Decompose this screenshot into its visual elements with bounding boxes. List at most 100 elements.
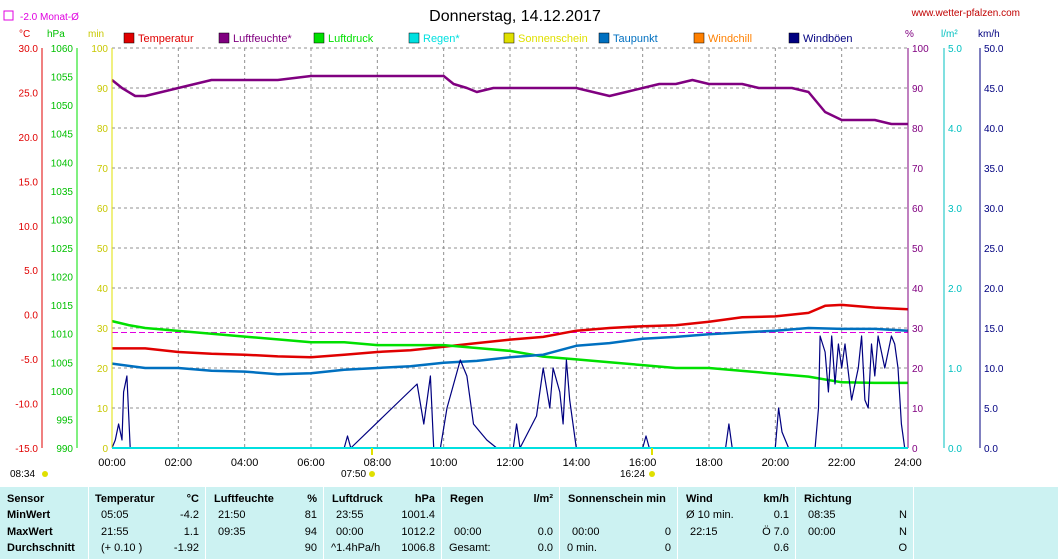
legend-label-0: Temperatur	[138, 33, 194, 45]
sun-tick-label: 100	[91, 44, 108, 55]
pressure-tick-label: 1010	[51, 330, 74, 341]
temp-tick-label: 5.0	[24, 266, 38, 277]
rain-tick-label: 2.0	[948, 284, 962, 295]
wind-day-avg-value: 0.6	[773, 542, 789, 554]
richtung-avg-value: O	[898, 542, 907, 554]
temp-tick-label: 10.0	[19, 222, 39, 233]
pressure-tick-label: 1015	[51, 301, 74, 312]
pressure-tick-label: 990	[56, 444, 73, 455]
sonnenschein-max-time: 00:00	[572, 526, 600, 538]
wind-tick-label: 25.0	[984, 244, 1004, 255]
temp-tick-label: -15.0	[15, 444, 38, 455]
humidity-tick-label: 30	[912, 324, 924, 335]
sun-tick-label: 30	[97, 324, 109, 335]
col-temperatur: Temperatur °C 05:05 -4.2 21:55 1.1 (+ 0.…	[88, 487, 205, 559]
temperatur-max-value: 1.1	[183, 526, 199, 538]
sunset-icon	[649, 471, 655, 477]
regen-total-label: Gesamt:	[449, 542, 491, 554]
series-taupunkt	[111, 326, 909, 376]
x-tick-label: 24:00	[894, 457, 922, 469]
temp-unit-label: °C	[19, 29, 30, 40]
wind-tick-label: 5.0	[984, 404, 998, 415]
col-sensor: Sensor MinWert MaxWert Durchschnitt	[0, 487, 88, 559]
month-avg-marker	[3, 10, 14, 21]
temperatur-avg-value: -1.92	[173, 542, 199, 554]
legend-swatch-6	[693, 32, 705, 44]
legend: Temperatur Luftfeuchte* Luftdruck Regen* Son…	[123, 32, 853, 45]
luftfeuchte-header: Luftfeuchte	[214, 493, 274, 505]
col-empty	[913, 487, 1058, 559]
regen-total-value: 0.0	[537, 542, 553, 554]
weather-chart: Donnerstag, 14.12.2017 www.wetter-pfalze…	[3, 8, 1020, 480]
temperatur-trend: (+ 0.10 )	[101, 542, 143, 554]
regen-header: Regen	[450, 493, 484, 505]
luftfeuchte-max-time: 09:35	[218, 526, 246, 538]
pressure-tick-label: 995	[56, 415, 73, 426]
sunrise-label: 07:50	[341, 469, 366, 480]
richtung-min-time: 08:35	[808, 509, 836, 521]
temp-tick-label: -10.0	[15, 400, 38, 411]
wind-tick-label: 20.0	[984, 284, 1004, 295]
sun-tick-label: 10	[97, 404, 109, 415]
pressure-tick-label: 1025	[51, 244, 74, 255]
sun-tick-label: 50	[97, 244, 109, 255]
luftdruck-avg-value: 1006.8	[401, 542, 435, 554]
humidity-tick-label: 0	[912, 444, 918, 455]
row-label-avg: Durchschnitt	[7, 542, 75, 554]
regen-max-time: 00:00	[454, 526, 482, 538]
humidity-tick-label: 100	[912, 44, 929, 55]
wind-tick-label: 50.0	[984, 44, 1004, 55]
luftdruck-min-time: 23:55	[336, 509, 364, 521]
legend-label-7: Windböen	[803, 33, 853, 45]
pressure-tick-label: 1000	[51, 387, 74, 398]
pressure-tick-label: 1030	[51, 215, 74, 226]
rain-tick-label: 4.0	[948, 124, 962, 135]
richtung-min-value: N	[899, 509, 907, 521]
sensor-header: Sensor	[7, 493, 45, 505]
sonnenschein-max-value: 0	[664, 526, 671, 538]
wind-tick-label: 30.0	[984, 204, 1004, 215]
humidity-tick-label: 70	[912, 164, 924, 175]
wind-avg-label: Ø 10 min.	[686, 509, 734, 521]
humidity-tick-label: 50	[912, 244, 924, 255]
row-label-min: MinWert	[7, 509, 51, 521]
x-tick-label: 04:00	[231, 457, 259, 469]
wind-tick-label: 45.0	[984, 84, 1004, 95]
pressure-unit-label: hPa	[47, 29, 65, 40]
website-label: www.wetter-pfalzen.com	[911, 8, 1020, 19]
regen-max-value: 0.0	[537, 526, 553, 538]
series-luftdruck	[111, 319, 908, 385]
x-tick-label: 20:00	[762, 457, 790, 469]
legend-label-3: Regen*	[423, 33, 460, 45]
temperatur-min-time: 05:05	[101, 509, 129, 521]
pressure-tick-label: 1045	[51, 130, 74, 141]
richtung-max-value: N	[899, 526, 907, 538]
legend-label-6: Windchill	[708, 33, 752, 45]
x-tick-label: 10:00	[430, 457, 458, 469]
luftfeuchte-min-time: 21:50	[218, 509, 246, 521]
humidity-tick-label: 60	[912, 204, 924, 215]
x-tick-label: 12:00	[496, 457, 524, 469]
col-richtung: Richtung 08:35 N 00:00 N O	[795, 487, 913, 559]
regen-unit: l/m²	[533, 493, 553, 505]
rain-tick-label: 0.0	[948, 444, 962, 455]
luftdruck-min-value: 1001.4	[401, 509, 435, 521]
sun-tick-label: 60	[97, 204, 109, 215]
x-tick-label: 22:00	[828, 457, 856, 469]
series-layer	[111, 74, 909, 449]
pressure-tick-label: 1055	[51, 73, 74, 84]
luftfeuchte-unit: %	[307, 493, 317, 505]
month-avg-label: -2.0 Monat-Ø	[20, 12, 79, 23]
x-tick-label: 00:00	[98, 457, 126, 469]
pressure-tick-label: 1020	[51, 273, 74, 284]
wind-max-time: 22:15	[690, 526, 718, 538]
chart-title: Donnerstag, 14.12.2017	[429, 8, 601, 25]
legend-swatch-1	[218, 32, 230, 44]
x-tick-label: 06:00	[297, 457, 325, 469]
wind-tick-label: 0.0	[984, 444, 998, 455]
luftdruck-header: Luftdruck	[332, 493, 383, 505]
wind-header: Wind	[686, 493, 713, 505]
x-tick-label: 02:00	[165, 457, 193, 469]
series-temperatur	[112, 303, 909, 359]
wind-max-value: Ö 7.0	[762, 526, 789, 538]
